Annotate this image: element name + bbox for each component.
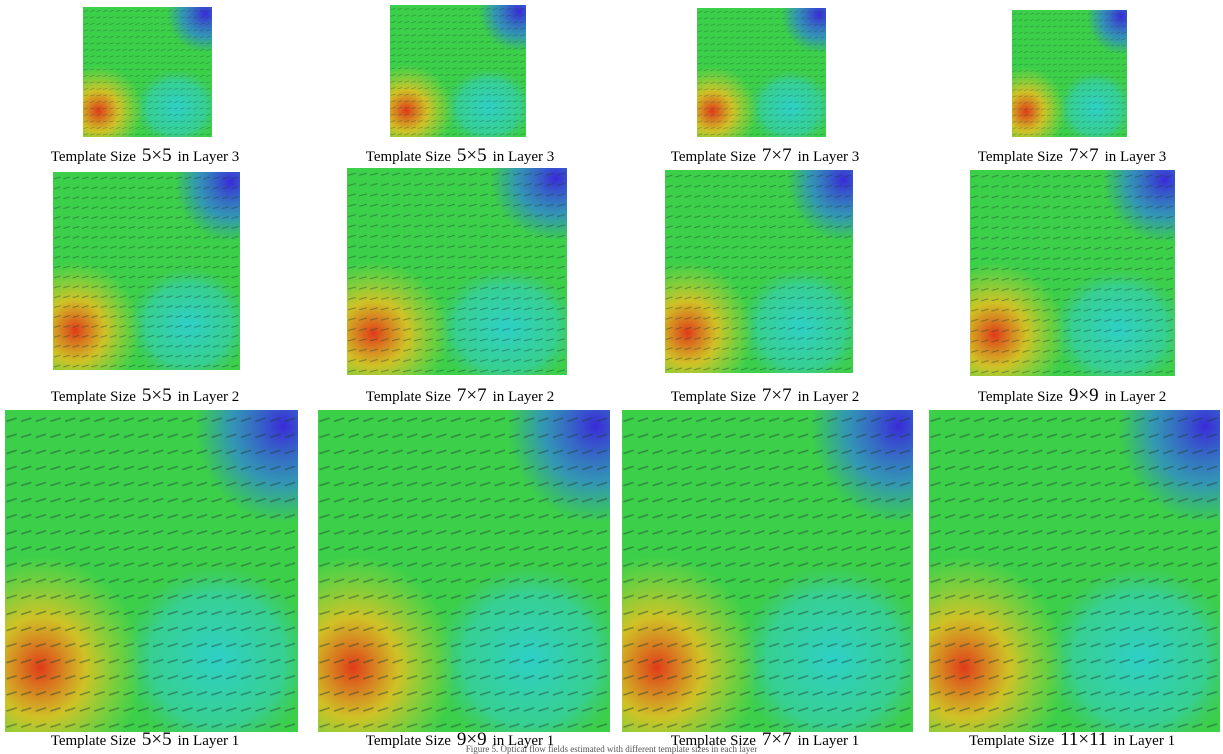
caption-label: Template Size xyxy=(978,389,1063,405)
caption-label: Template Size xyxy=(51,149,136,165)
caption-size: 7×7 xyxy=(457,385,487,406)
caption-size: 7×7 xyxy=(762,385,792,406)
caption-size: 5×5 xyxy=(457,145,487,166)
caption-label: Template Size xyxy=(366,149,451,165)
flow-image xyxy=(390,5,526,137)
panel-caption: Template Size 5×5 in Layer 2 xyxy=(51,387,240,406)
flow-image xyxy=(622,410,913,732)
flow-image xyxy=(665,170,853,373)
panel-caption: Template Size 5×5 in Layer 3 xyxy=(366,147,555,166)
flow-image xyxy=(53,172,240,370)
caption-layer: in Layer 1 xyxy=(178,733,240,749)
caption-layer: in Layer 3 xyxy=(1105,149,1167,165)
panel-caption: Template Size 9×9 in Layer 2 xyxy=(978,387,1167,406)
flow-image xyxy=(318,410,610,732)
caption-label: Template Size xyxy=(366,389,451,405)
panel-caption: Template Size 7×7 in Layer 3 xyxy=(978,147,1167,166)
panel-caption: Template Size 5×5 in Layer 3 xyxy=(51,147,240,166)
caption-label: Template Size xyxy=(366,733,451,749)
flow-image xyxy=(5,410,298,732)
caption-layer: in Layer 3 xyxy=(178,149,240,165)
flow-image xyxy=(83,7,212,137)
panel-caption: Template Size 9×9 in Layer 1 xyxy=(366,731,555,750)
caption-size: 11×11 xyxy=(1060,729,1107,750)
caption-layer: in Layer 2 xyxy=(798,389,860,405)
panel-caption: Template Size 7×7 in Layer 2 xyxy=(671,387,860,406)
caption-layer: in Layer 2 xyxy=(493,389,555,405)
figure: Figure 5. Optical flow fields estimated … xyxy=(0,0,1223,754)
caption-layer: in Layer 1 xyxy=(493,733,555,749)
caption-size: 5×5 xyxy=(142,385,172,406)
caption-label: Template Size xyxy=(671,733,756,749)
panel-caption: Template Size 7×7 in Layer 2 xyxy=(366,387,555,406)
caption-size: 9×9 xyxy=(1069,385,1099,406)
panel-caption: Template Size 5×5 in Layer 1 xyxy=(51,731,240,750)
caption-label: Template Size xyxy=(969,733,1054,749)
flow-image xyxy=(929,410,1220,732)
caption-layer: in Layer 1 xyxy=(798,733,860,749)
caption-size: 7×7 xyxy=(762,145,792,166)
panel-caption: Template Size 7×7 in Layer 3 xyxy=(671,147,860,166)
caption-size: 5×5 xyxy=(142,145,172,166)
caption-size: 5×5 xyxy=(142,729,172,750)
flow-image xyxy=(697,8,826,137)
caption-label: Template Size xyxy=(671,389,756,405)
flow-image xyxy=(970,170,1175,376)
flow-image xyxy=(347,168,567,375)
caption-layer: in Layer 2 xyxy=(1105,389,1167,405)
caption-size: 9×9 xyxy=(457,729,487,750)
caption-size: 7×7 xyxy=(762,729,792,750)
panel-caption: Template Size 7×7 in Layer 1 xyxy=(671,731,860,750)
caption-layer: in Layer 2 xyxy=(178,389,240,405)
flow-image xyxy=(1012,10,1127,137)
caption-label: Template Size xyxy=(51,389,136,405)
caption-label: Template Size xyxy=(671,149,756,165)
caption-layer: in Layer 3 xyxy=(493,149,555,165)
caption-size: 7×7 xyxy=(1069,145,1099,166)
caption-label: Template Size xyxy=(978,149,1063,165)
panel-caption: Template Size 11×11 in Layer 1 xyxy=(969,731,1175,750)
caption-layer: in Layer 1 xyxy=(1113,733,1175,749)
caption-layer: in Layer 3 xyxy=(798,149,860,165)
caption-label: Template Size xyxy=(51,733,136,749)
